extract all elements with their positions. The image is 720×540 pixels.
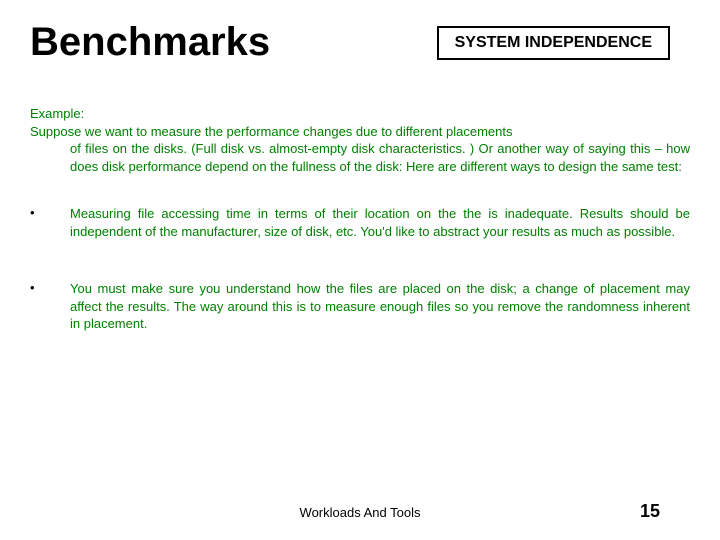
footer-text: Workloads And Tools — [300, 505, 421, 520]
bullet-item-2: • You must make sure you understand how … — [30, 280, 690, 333]
bullet-marker: • — [30, 280, 70, 333]
example-paragraph: Example: Suppose we want to measure the … — [30, 105, 690, 175]
slide-title: Benchmarks — [30, 20, 270, 65]
example-rest: of files on the disks. (Full disk vs. al… — [30, 140, 690, 175]
bullet-text: Measuring file accessing time in terms o… — [70, 205, 690, 240]
bullet-item-1: • Measuring file accessing time in terms… — [30, 205, 690, 240]
bullet-marker: • — [30, 205, 70, 240]
subtitle-box: SYSTEM INDEPENDENCE — [437, 26, 670, 60]
example-line1: Suppose we want to measure the performan… — [30, 123, 690, 141]
example-label: Example: — [30, 105, 690, 123]
slide-container: Benchmarks SYSTEM INDEPENDENCE Example: … — [0, 0, 720, 540]
bullet-text: You must make sure you understand how th… — [70, 280, 690, 333]
page-number: 15 — [640, 501, 660, 522]
header-row: Benchmarks SYSTEM INDEPENDENCE — [30, 20, 690, 65]
footer: Workloads And Tools — [0, 505, 720, 520]
example-block: Example: Suppose we want to measure the … — [30, 105, 690, 175]
